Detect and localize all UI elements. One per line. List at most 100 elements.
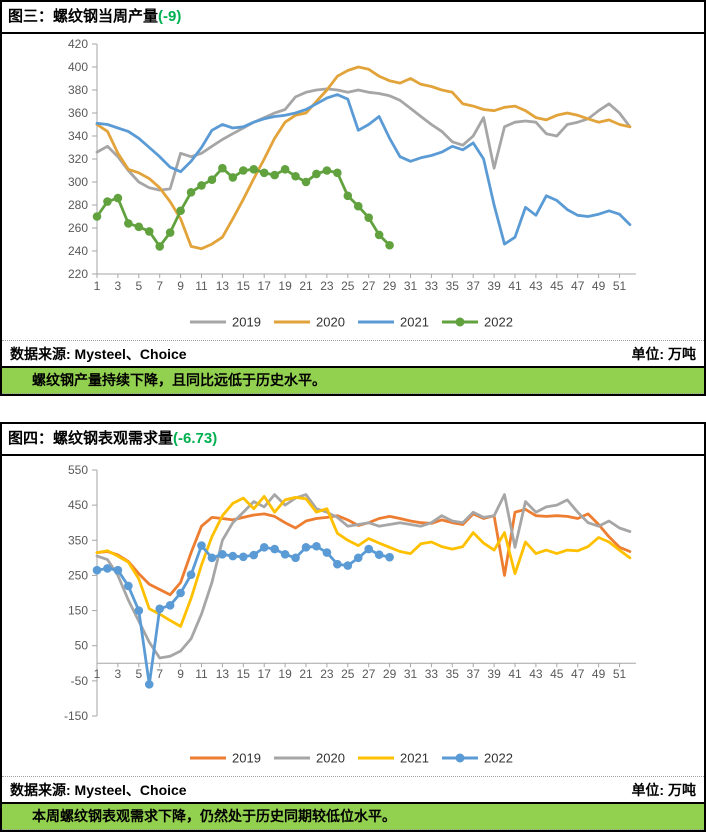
svg-text:29: 29 <box>383 279 397 293</box>
svg-text:35: 35 <box>446 667 460 681</box>
svg-text:250: 250 <box>68 568 88 582</box>
svg-text:2021: 2021 <box>400 315 429 330</box>
svg-text:41: 41 <box>508 279 522 293</box>
chart-legend: 2019 2020 2021 2022 <box>190 751 513 766</box>
figure4-title: 图四：螺纹钢表观需求量 <box>8 430 174 447</box>
svg-text:23: 23 <box>320 667 334 681</box>
svg-text:50: 50 <box>75 639 89 653</box>
svg-text:2022: 2022 <box>484 751 513 766</box>
svg-text:27: 27 <box>362 667 376 681</box>
figure4-delta-value: (-6.73) <box>173 430 218 447</box>
svg-text:260: 260 <box>68 221 88 235</box>
svg-text:7: 7 <box>156 667 163 681</box>
svg-text:9: 9 <box>177 667 184 681</box>
legend-item-2020: 2020 <box>274 315 345 330</box>
series-2021 <box>95 495 632 628</box>
svg-text:29: 29 <box>383 667 397 681</box>
svg-text:2019: 2019 <box>232 315 261 330</box>
svg-text:2020: 2020 <box>316 751 345 766</box>
svg-text:13: 13 <box>216 279 230 293</box>
svg-text:47: 47 <box>571 667 585 681</box>
svg-text:49: 49 <box>592 279 606 293</box>
figure3-unit-label: 单位: 万吨 <box>631 345 696 362</box>
chart-legend: 2019 2020 2021 2022 <box>190 315 513 330</box>
legend-item-2019: 2019 <box>190 315 261 330</box>
svg-text:150: 150 <box>68 604 88 618</box>
legend-item-2021: 2021 <box>358 751 429 766</box>
figure3-delta-value: (-9) <box>158 8 182 25</box>
svg-text:19: 19 <box>278 667 292 681</box>
figure4-source-row: 数据来源: Mysteel、Choice 单位: 万吨 <box>2 776 704 802</box>
svg-text:31: 31 <box>404 279 418 293</box>
svg-text:43: 43 <box>529 667 543 681</box>
figure3-block: 图三：螺纹钢当周产量(-9) 220 240 260 280 300 320 340 360 3… <box>0 0 706 396</box>
svg-text:33: 33 <box>425 667 439 681</box>
figure3-chart-area: 220 240 260 280 300 320 340 360 380 400 420 1 3 5 7 9 11… <box>2 34 704 340</box>
legend-item-2022: 2022 <box>442 315 513 330</box>
svg-text:37: 37 <box>467 279 481 293</box>
figure3-title-row: 图三：螺纹钢当周产量(-9) <box>2 2 704 34</box>
svg-text:17: 17 <box>258 279 272 293</box>
svg-text:51: 51 <box>613 279 627 293</box>
svg-text:13: 13 <box>216 667 230 681</box>
svg-text:11: 11 <box>195 667 208 681</box>
figure3-note-banner: 螺纹钢产量持续下降，且同比远低于历史水平。 <box>2 366 704 394</box>
svg-text:51: 51 <box>613 667 627 681</box>
series-2021 <box>95 93 632 246</box>
svg-text:400: 400 <box>68 60 88 74</box>
series-2022 <box>92 163 394 251</box>
svg-text:280: 280 <box>68 198 88 212</box>
svg-text:45: 45 <box>550 279 564 293</box>
svg-text:3: 3 <box>115 667 122 681</box>
legend-item-2021: 2021 <box>358 315 429 330</box>
svg-text:25: 25 <box>341 279 355 293</box>
svg-text:15: 15 <box>237 279 251 293</box>
svg-text:380: 380 <box>68 83 88 97</box>
figure4-data-source: 数据来源: Mysteel、Choice <box>10 781 187 798</box>
svg-text:41: 41 <box>508 667 522 681</box>
svg-text:19: 19 <box>278 279 292 293</box>
svg-text:37: 37 <box>467 667 481 681</box>
svg-text:39: 39 <box>487 667 501 681</box>
svg-text:320: 320 <box>68 152 88 166</box>
svg-text:17: 17 <box>258 667 272 681</box>
svg-text:300: 300 <box>68 175 88 189</box>
svg-text:1: 1 <box>94 279 101 293</box>
figure4-chart-area: -150 -50 50 150 250 350 450 550 1 3 5 7 9 11 13 15 17 19 2… <box>2 456 704 776</box>
svg-text:25: 25 <box>341 667 355 681</box>
block-spacer <box>0 396 706 422</box>
svg-text:5: 5 <box>135 667 142 681</box>
svg-text:21: 21 <box>299 667 313 681</box>
svg-text:27: 27 <box>362 279 376 293</box>
svg-text:-150: -150 <box>64 709 88 723</box>
figure3-data-source: 数据来源: Mysteel、Choice <box>10 345 187 362</box>
figure4-note-banner: 本周螺纹钢表观需求下降，仍然处于历史同期较低位水平。 <box>2 802 704 830</box>
svg-text:23: 23 <box>320 279 334 293</box>
svg-text:420: 420 <box>68 37 88 51</box>
figure4-block: 图四：螺纹钢表观需求量(-6.73) -150 -50 50 150 250 350 450… <box>0 422 706 832</box>
svg-text:43: 43 <box>529 279 543 293</box>
svg-text:39: 39 <box>487 279 501 293</box>
figure3-title: 图三：螺纹钢当周产量 <box>8 8 159 25</box>
series-2020 <box>95 65 632 251</box>
svg-text:7: 7 <box>156 279 163 293</box>
series-2019 <box>95 87 632 192</box>
figure4-title-row: 图四：螺纹钢表观需求量(-6.73) <box>2 424 704 456</box>
svg-text:240: 240 <box>68 244 88 258</box>
svg-text:2019: 2019 <box>232 751 261 766</box>
svg-text:2020: 2020 <box>316 315 345 330</box>
svg-text:31: 31 <box>404 667 418 681</box>
series-2020 <box>95 493 632 660</box>
svg-text:33: 33 <box>425 279 439 293</box>
legend-item-2019: 2019 <box>190 751 261 766</box>
figure4-unit-label: 单位: 万吨 <box>631 781 696 798</box>
svg-text:11: 11 <box>195 279 208 293</box>
svg-text:21: 21 <box>299 279 313 293</box>
svg-text:550: 550 <box>68 463 88 477</box>
svg-text:350: 350 <box>68 533 88 547</box>
svg-text:3: 3 <box>115 279 122 293</box>
